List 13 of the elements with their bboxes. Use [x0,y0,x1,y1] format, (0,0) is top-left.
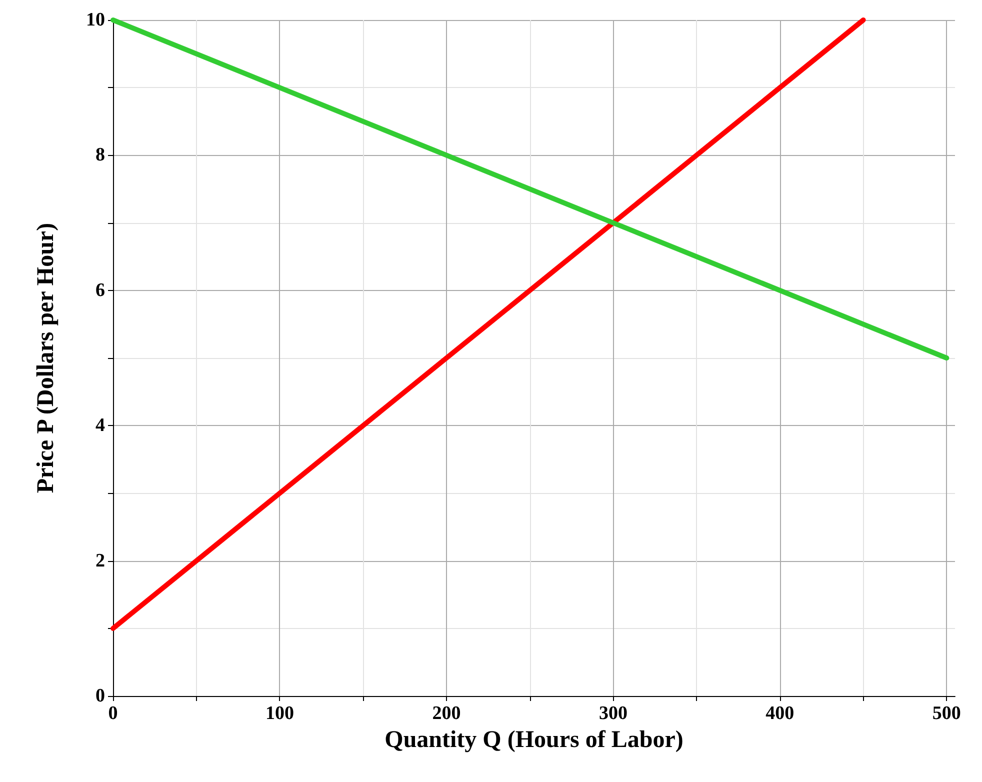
x-tick-label: 200 [432,703,461,724]
y-axis-title: Price P (Dollars per Hour) [33,222,59,494]
y-tick-label: 4 [96,415,106,436]
y-tick-label: 8 [96,144,105,166]
x-tick-label: 300 [598,703,628,724]
x-tick-label: 500 [932,703,961,724]
x-tick-label: 400 [766,703,794,724]
y-tick-label: 0 [96,686,105,706]
x-axis-title: Quantity Q (Hours of Labor) [384,726,684,753]
y-tick-label: 2 [96,550,105,572]
y-tick-label: 6 [96,280,105,301]
y-tick-label: 10 [86,10,105,30]
x-tick-label: 100 [265,703,294,724]
